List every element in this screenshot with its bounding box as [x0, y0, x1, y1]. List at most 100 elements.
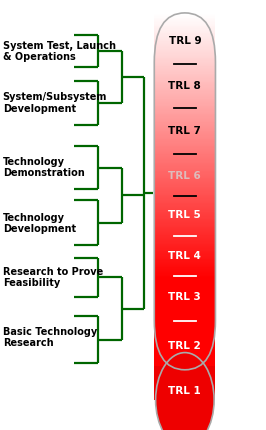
- Bar: [154, 313, 215, 314]
- Bar: [154, 106, 215, 107]
- Bar: [154, 331, 215, 332]
- Bar: [154, 194, 215, 195]
- Bar: [154, 304, 215, 306]
- Bar: [154, 83, 215, 84]
- Bar: [154, 58, 215, 59]
- Bar: [154, 311, 215, 313]
- Bar: [154, 282, 215, 283]
- Bar: [154, 87, 215, 88]
- Bar: [154, 314, 215, 315]
- Bar: [154, 184, 215, 185]
- Bar: [154, 347, 215, 348]
- Text: Technology
Development: Technology Development: [3, 213, 76, 234]
- Bar: [154, 138, 215, 139]
- Text: System Test, Launch
& Operations: System Test, Launch & Operations: [3, 41, 116, 62]
- Text: Research to Prove
Feasibility: Research to Prove Feasibility: [3, 267, 103, 288]
- Bar: [154, 237, 215, 238]
- Bar: [154, 188, 215, 189]
- Bar: [154, 181, 215, 182]
- Bar: [154, 178, 215, 179]
- Bar: [154, 24, 215, 25]
- Bar: [154, 95, 215, 96]
- Bar: [154, 140, 215, 141]
- Bar: [154, 251, 215, 252]
- Bar: [154, 36, 215, 37]
- Bar: [154, 206, 215, 207]
- Bar: [154, 257, 215, 258]
- Bar: [154, 128, 215, 129]
- Bar: [154, 216, 215, 218]
- Bar: [154, 154, 215, 156]
- Bar: [154, 309, 215, 310]
- Bar: [154, 221, 215, 222]
- Bar: [154, 210, 215, 212]
- Bar: [154, 196, 215, 197]
- Text: Technology
Demonstration: Technology Demonstration: [3, 157, 84, 178]
- Bar: [154, 59, 215, 61]
- Bar: [154, 328, 215, 329]
- Bar: [154, 344, 215, 345]
- Bar: [154, 346, 215, 347]
- Bar: [154, 367, 215, 369]
- Bar: [154, 172, 215, 173]
- Bar: [154, 273, 215, 275]
- Text: TRL 8: TRL 8: [168, 81, 201, 91]
- Bar: [154, 34, 215, 36]
- Bar: [154, 352, 215, 353]
- Bar: [154, 332, 215, 333]
- Bar: [154, 276, 215, 277]
- Bar: [154, 156, 215, 157]
- Bar: [154, 280, 215, 282]
- Bar: [154, 160, 215, 162]
- Bar: [154, 319, 215, 320]
- Circle shape: [156, 353, 214, 430]
- Bar: [154, 340, 215, 341]
- Bar: [154, 107, 215, 108]
- Bar: [154, 249, 215, 250]
- Bar: [154, 307, 215, 308]
- Bar: [154, 250, 215, 251]
- Text: TRL 6: TRL 6: [168, 171, 201, 181]
- Text: TRL 2: TRL 2: [168, 341, 201, 351]
- Bar: [154, 269, 215, 270]
- Bar: [154, 51, 215, 52]
- Bar: [154, 284, 215, 286]
- Bar: [154, 366, 215, 400]
- Bar: [154, 267, 215, 269]
- Bar: [154, 199, 215, 200]
- Bar: [154, 265, 215, 266]
- Bar: [154, 148, 215, 150]
- Bar: [154, 150, 215, 151]
- Bar: [154, 348, 215, 350]
- Bar: [154, 365, 215, 366]
- Bar: [154, 66, 215, 68]
- Text: System/Subsystem
Development: System/Subsystem Development: [3, 92, 107, 114]
- Bar: [154, 82, 215, 83]
- Bar: [154, 104, 215, 106]
- Bar: [154, 120, 215, 121]
- Bar: [154, 56, 215, 57]
- Bar: [154, 338, 215, 339]
- Bar: [154, 337, 215, 338]
- Bar: [154, 137, 215, 138]
- Bar: [154, 255, 215, 257]
- Bar: [154, 191, 215, 193]
- Bar: [154, 291, 215, 292]
- Bar: [154, 22, 215, 24]
- Bar: [154, 342, 215, 344]
- Bar: [154, 323, 215, 325]
- Bar: [154, 222, 215, 224]
- Bar: [154, 64, 215, 65]
- Bar: [154, 169, 215, 170]
- Bar: [154, 302, 215, 303]
- Bar: [154, 357, 215, 358]
- Bar: [154, 246, 215, 247]
- Bar: [154, 98, 215, 100]
- Bar: [154, 272, 215, 273]
- Bar: [154, 238, 215, 239]
- Bar: [154, 14, 215, 15]
- Bar: [154, 292, 215, 294]
- Bar: [154, 334, 215, 335]
- Bar: [154, 208, 215, 209]
- Bar: [154, 88, 215, 89]
